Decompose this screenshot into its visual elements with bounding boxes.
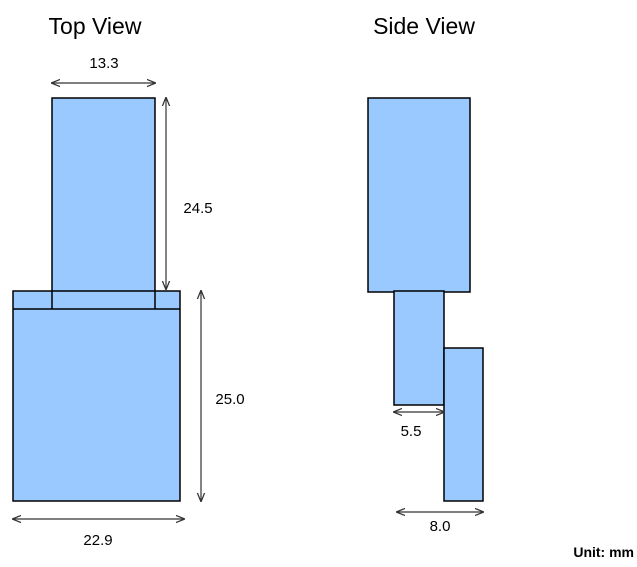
side-view-foot — [443, 347, 484, 502]
dim-label-height-top: 24.5 — [183, 200, 212, 217]
side-view-body — [367, 97, 471, 293]
dim-label-width-top: 13.3 — [89, 55, 118, 72]
dim-label-height-bottom: 25.0 — [215, 391, 244, 408]
side-view-step — [393, 290, 445, 406]
dim-label-foot-width: 8.0 — [430, 518, 451, 535]
dim-label-width-bottom: 22.9 — [83, 532, 112, 549]
top-view-upper-part — [51, 97, 156, 311]
top-view-title: Top View — [49, 13, 142, 39]
dim-label-step-width: 5.5 — [401, 423, 422, 440]
side-view-title: Side View — [373, 13, 475, 39]
unit-label: Unit: mm — [573, 544, 634, 560]
top-view-lower-part — [12, 290, 181, 502]
